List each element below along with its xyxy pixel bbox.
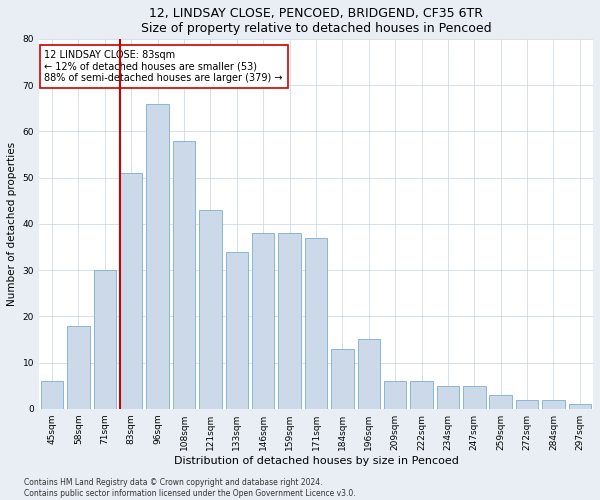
Bar	[173, 140, 195, 409]
Text: Contains HM Land Registry data © Crown copyright and database right 2024.
Contai: Contains HM Land Registry data © Crown c…	[24, 478, 356, 498]
Bar	[305, 238, 327, 409]
Bar	[358, 340, 380, 409]
Bar	[463, 386, 485, 409]
Bar	[490, 395, 512, 409]
Bar	[94, 270, 116, 409]
Bar	[331, 348, 353, 409]
Bar	[278, 233, 301, 409]
Text: 12 LINDSAY CLOSE: 83sqm
← 12% of detached houses are smaller (53)
88% of semi-de: 12 LINDSAY CLOSE: 83sqm ← 12% of detache…	[44, 50, 283, 83]
Bar	[410, 381, 433, 409]
Bar	[146, 104, 169, 409]
Y-axis label: Number of detached properties: Number of detached properties	[7, 142, 17, 306]
Bar	[542, 400, 565, 409]
Bar	[41, 381, 63, 409]
Bar	[252, 233, 274, 409]
Bar	[516, 400, 538, 409]
Bar	[437, 386, 459, 409]
Bar	[226, 252, 248, 409]
Bar	[384, 381, 406, 409]
Title: 12, LINDSAY CLOSE, PENCOED, BRIDGEND, CF35 6TR
Size of property relative to deta: 12, LINDSAY CLOSE, PENCOED, BRIDGEND, CF…	[140, 7, 491, 35]
Bar	[569, 404, 591, 409]
X-axis label: Distribution of detached houses by size in Pencoed: Distribution of detached houses by size …	[173, 456, 458, 466]
Bar	[120, 173, 142, 409]
Bar	[67, 326, 89, 409]
Bar	[199, 210, 221, 409]
